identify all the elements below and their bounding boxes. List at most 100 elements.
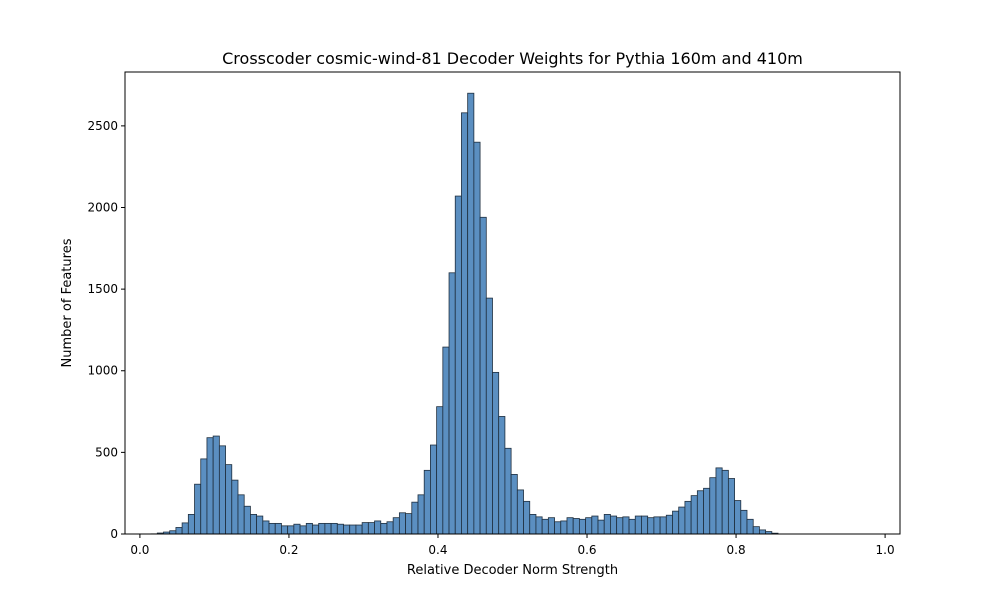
histogram-bar	[672, 510, 680, 535]
histogram-bar	[461, 112, 469, 535]
histogram-bar	[535, 516, 543, 535]
histogram-bar	[628, 518, 636, 535]
histogram-bar	[727, 478, 735, 535]
histogram-bar	[411, 501, 419, 535]
x-tick-label: 0.0	[130, 543, 149, 557]
histogram-bar	[554, 521, 562, 535]
histogram-bar	[330, 522, 338, 535]
histogram-bar	[734, 500, 742, 535]
histogram-bar	[709, 477, 717, 535]
histogram-bar	[578, 518, 587, 535]
histogram-bar	[336, 523, 344, 535]
histogram-bar	[312, 524, 320, 535]
histogram-bar	[752, 526, 760, 535]
histogram-bar	[343, 524, 351, 535]
histogram-bar	[467, 92, 475, 535]
histogram-bar	[610, 515, 618, 535]
histogram-bar	[398, 512, 406, 535]
histogram-bar	[212, 435, 220, 535]
histogram-bar	[721, 469, 729, 535]
histogram-bar	[597, 519, 605, 535]
histogram-bar	[634, 515, 642, 535]
histogram-bar	[318, 522, 326, 535]
histogram-bar	[690, 495, 698, 535]
x-tick-label: 0.6	[577, 543, 596, 557]
histogram-bar	[218, 445, 226, 535]
histogram-bar	[206, 437, 214, 535]
histogram-bar	[405, 513, 413, 535]
y-tick-label: 2500	[87, 119, 118, 133]
histogram-bar	[250, 514, 258, 535]
histogram-bar	[647, 517, 655, 535]
histogram-bar	[454, 195, 462, 535]
histogram-bar	[268, 522, 276, 535]
histogram-bar	[585, 517, 593, 535]
histogram-bar	[696, 490, 704, 535]
histogram-bar	[175, 527, 183, 535]
y-tick-label: 0	[110, 527, 118, 541]
y-axis-ticks: 0 500 1000 1500 2000 2500	[87, 119, 125, 541]
plot-frame	[124, 71, 901, 535]
x-tick-label: 1.0	[876, 543, 895, 557]
chart-title: Crosscoder cosmic-wind-81 Decoder Weight…	[222, 49, 803, 68]
histogram-bar	[380, 522, 388, 535]
histogram-bar	[225, 464, 233, 535]
histogram-bar	[516, 489, 524, 535]
histogram-bar	[448, 272, 456, 535]
histogram-bar	[603, 514, 611, 535]
x-tick-label: 0.2	[279, 543, 298, 557]
histogram-bar	[498, 416, 506, 535]
histogram-bar	[759, 529, 767, 535]
histogram-bar	[299, 525, 307, 535]
histogram-bar	[442, 346, 450, 535]
histogram-bar	[547, 517, 555, 535]
histogram-bar	[355, 524, 363, 535]
histogram-bar	[349, 524, 357, 535]
histogram-bar	[703, 487, 711, 535]
histogram-bar	[473, 141, 481, 535]
histogram-bar	[684, 500, 692, 535]
histogram-bar	[181, 522, 189, 535]
x-axis-label: Relative Decoder Norm Strength	[407, 563, 618, 578]
histogram-bar	[293, 523, 301, 535]
histogram-bar	[591, 515, 599, 535]
histogram-bar	[200, 458, 208, 535]
histogram-bar	[678, 506, 686, 535]
histogram-bar	[740, 509, 748, 535]
histogram-bar	[423, 469, 431, 535]
x-tick-label: 0.8	[727, 543, 746, 557]
histogram-bar	[566, 517, 574, 535]
histogram-bar	[622, 516, 630, 535]
histogram-bar	[572, 518, 580, 535]
histogram-bar	[560, 520, 568, 535]
y-tick-label: 2000	[87, 200, 118, 214]
histogram-bar	[659, 516, 667, 535]
histogram-bar	[510, 474, 518, 535]
histogram-bar	[479, 216, 487, 535]
y-tick-label: 500	[95, 445, 118, 459]
histogram-bar	[287, 525, 295, 535]
histogram-bar	[231, 479, 239, 535]
histogram-bar	[305, 522, 313, 535]
histogram-bar	[616, 517, 624, 535]
histogram-bar	[417, 494, 425, 535]
histogram-bar	[374, 520, 382, 535]
histogram-bar	[262, 520, 270, 535]
histogram-bar	[187, 514, 195, 535]
x-tick-label: 0.4	[428, 543, 447, 557]
histogram-bar	[243, 505, 251, 535]
histogram-bar	[274, 522, 282, 535]
histogram-bar	[256, 515, 264, 535]
histogram-bar	[392, 517, 400, 535]
histogram-bar	[436, 406, 444, 535]
histogram-bar	[430, 444, 438, 535]
histogram-bar	[523, 500, 531, 535]
histogram-bar	[367, 522, 375, 535]
histogram-bar	[746, 518, 754, 535]
histogram-bar	[529, 514, 537, 535]
histogram-bar	[715, 467, 723, 535]
histogram-bar	[361, 522, 369, 535]
histogram-bar	[504, 447, 512, 535]
histogram-bar	[324, 522, 332, 535]
